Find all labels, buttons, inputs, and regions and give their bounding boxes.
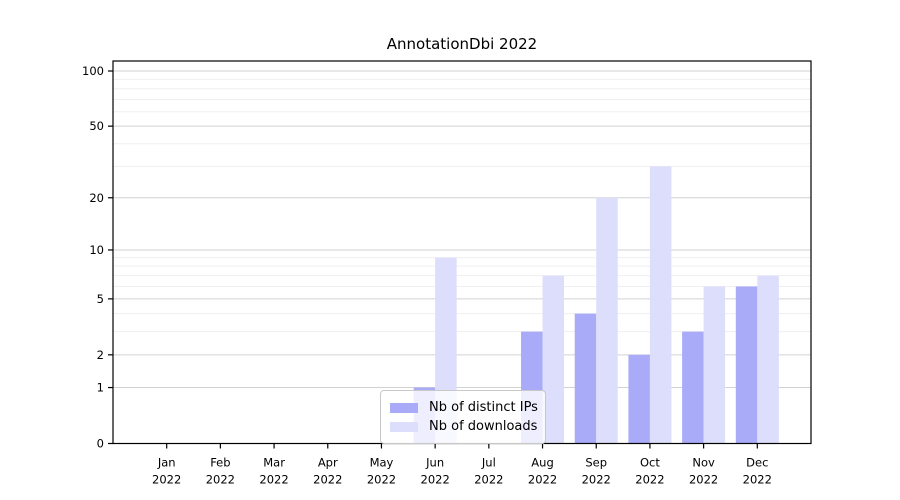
x-tick-label-month: Feb (210, 456, 230, 470)
x-tick-label-month: Apr (318, 456, 338, 470)
bar (735, 286, 758, 444)
x-tick-label-year: 2022 (313, 473, 342, 487)
x-tick-label-month: Nov (692, 456, 715, 470)
legend-item-downloads: Nb of downloads (390, 417, 538, 436)
legend-item-distinct-ips: Nb of distinct IPs (390, 398, 538, 417)
x-tick-label-year: 2022 (421, 473, 450, 487)
chart-title: AnnotationDbi 2022 (386, 35, 538, 53)
legend-label-downloads: Nb of downloads (429, 419, 538, 434)
x-tick-label-year: 2022 (635, 473, 664, 487)
legend: Nb of distinct IPs Nb of downloads (380, 390, 546, 444)
bar (682, 331, 704, 444)
x-tick-label-month: Aug (531, 456, 553, 470)
bar (628, 354, 650, 444)
legend-label-distinct-ips: Nb of distinct IPs (429, 400, 538, 415)
legend-swatch-downloads-icon (390, 421, 418, 432)
x-tick-label-year: 2022 (743, 473, 772, 487)
x-tick-label-year: 2022 (582, 473, 611, 487)
bar (703, 286, 726, 444)
x-tick-label-month: Jan (157, 456, 176, 470)
bar (542, 275, 565, 444)
y-tick-label: 100 (82, 64, 104, 78)
bar (649, 166, 672, 444)
y-tick-label: 20 (89, 191, 104, 205)
x-tick-label-year: 2022 (152, 473, 181, 487)
x-tick-label-month: Mar (263, 456, 285, 470)
y-tick-label: 5 (97, 292, 104, 306)
y-tick-label: 0 (97, 437, 104, 451)
x-tick-label-year: 2022 (206, 473, 235, 487)
x-tick-label-month: Sep (585, 456, 607, 470)
x-tick-label-year: 2022 (528, 473, 557, 487)
legend-swatch-distinct-ips-icon (390, 402, 418, 413)
x-tick-label-month: Jun (425, 456, 444, 470)
bar (574, 313, 597, 444)
bar (596, 197, 618, 444)
bar (757, 275, 779, 444)
x-tick-label-year: 2022 (259, 473, 288, 487)
x-tick-label-month: Dec (746, 456, 768, 470)
x-tick-label-year: 2022 (367, 473, 396, 487)
x-tick-label-month: Jul (481, 456, 496, 470)
minor-gridlines (113, 78, 811, 333)
y-tick-label: 1 (97, 381, 104, 395)
x-tick-label-month: Oct (640, 456, 660, 470)
y-tick-label: 50 (89, 119, 104, 133)
x-tick-label-year: 2022 (689, 473, 718, 487)
y-tick-label: 10 (89, 243, 104, 257)
x-tick-label-month: May (370, 456, 394, 470)
x-tick-label-year: 2022 (474, 473, 503, 487)
y-axis: 0 1 2 5 10 20 50 100 (82, 64, 113, 451)
x-axis: Jan 2022 Feb 2022 Mar 2022 Apr 2022 May 2022 Jun 20… (152, 443, 772, 487)
y-tick-label: 2 (97, 348, 104, 362)
